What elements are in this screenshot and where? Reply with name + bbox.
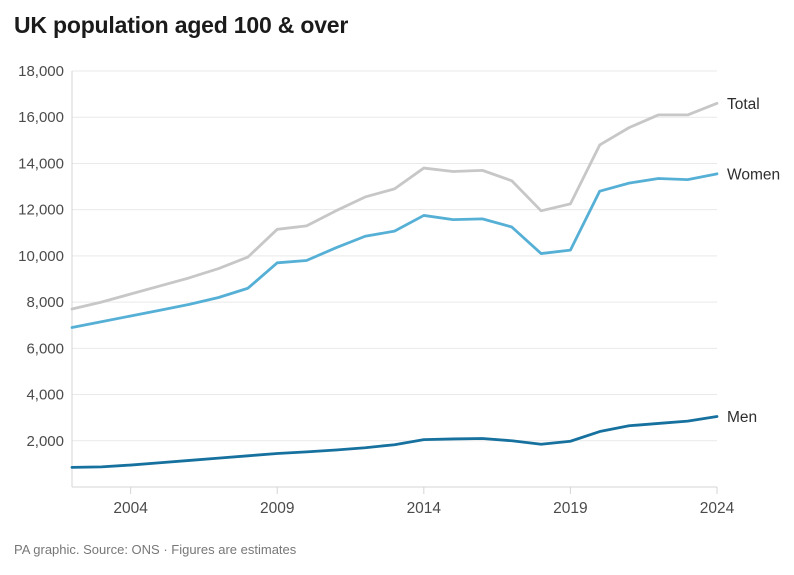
series-label-women: Women [727, 166, 780, 183]
x-tick-label: 2004 [113, 500, 148, 517]
x-tick-label: 2009 [260, 500, 294, 517]
y-tick-label: 14,000 [18, 155, 64, 172]
y-tick-label: 4,000 [26, 387, 64, 404]
series-line-total [70, 101, 719, 311]
y-tick-label: 2,000 [26, 433, 64, 450]
y-tick-label: 16,000 [18, 109, 64, 126]
chart-svg: 2,000 4,000 6,000 8,000 10,000 12,000 14,000 16… [18, 63, 780, 517]
y-tick-label: 8,000 [26, 294, 64, 311]
y-tick-label: 18,000 [18, 63, 64, 80]
series-line-women [70, 172, 719, 329]
x-tick-label: 2014 [407, 500, 442, 517]
page-title: UK population aged 100 & over [14, 12, 349, 38]
y-tick-label: 12,000 [18, 202, 64, 219]
series-line-men [70, 415, 719, 469]
series-label-men: Men [727, 409, 757, 426]
source-note: PA graphic. Source: ONS · Figures are es… [14, 542, 297, 557]
x-tick-label: 2024 [700, 500, 735, 517]
y-tick-label: 10,000 [18, 248, 64, 265]
series-label-total: Total [727, 96, 760, 113]
y-tick-label: 6,000 [26, 340, 64, 357]
x-tick-label: 2019 [553, 500, 587, 517]
